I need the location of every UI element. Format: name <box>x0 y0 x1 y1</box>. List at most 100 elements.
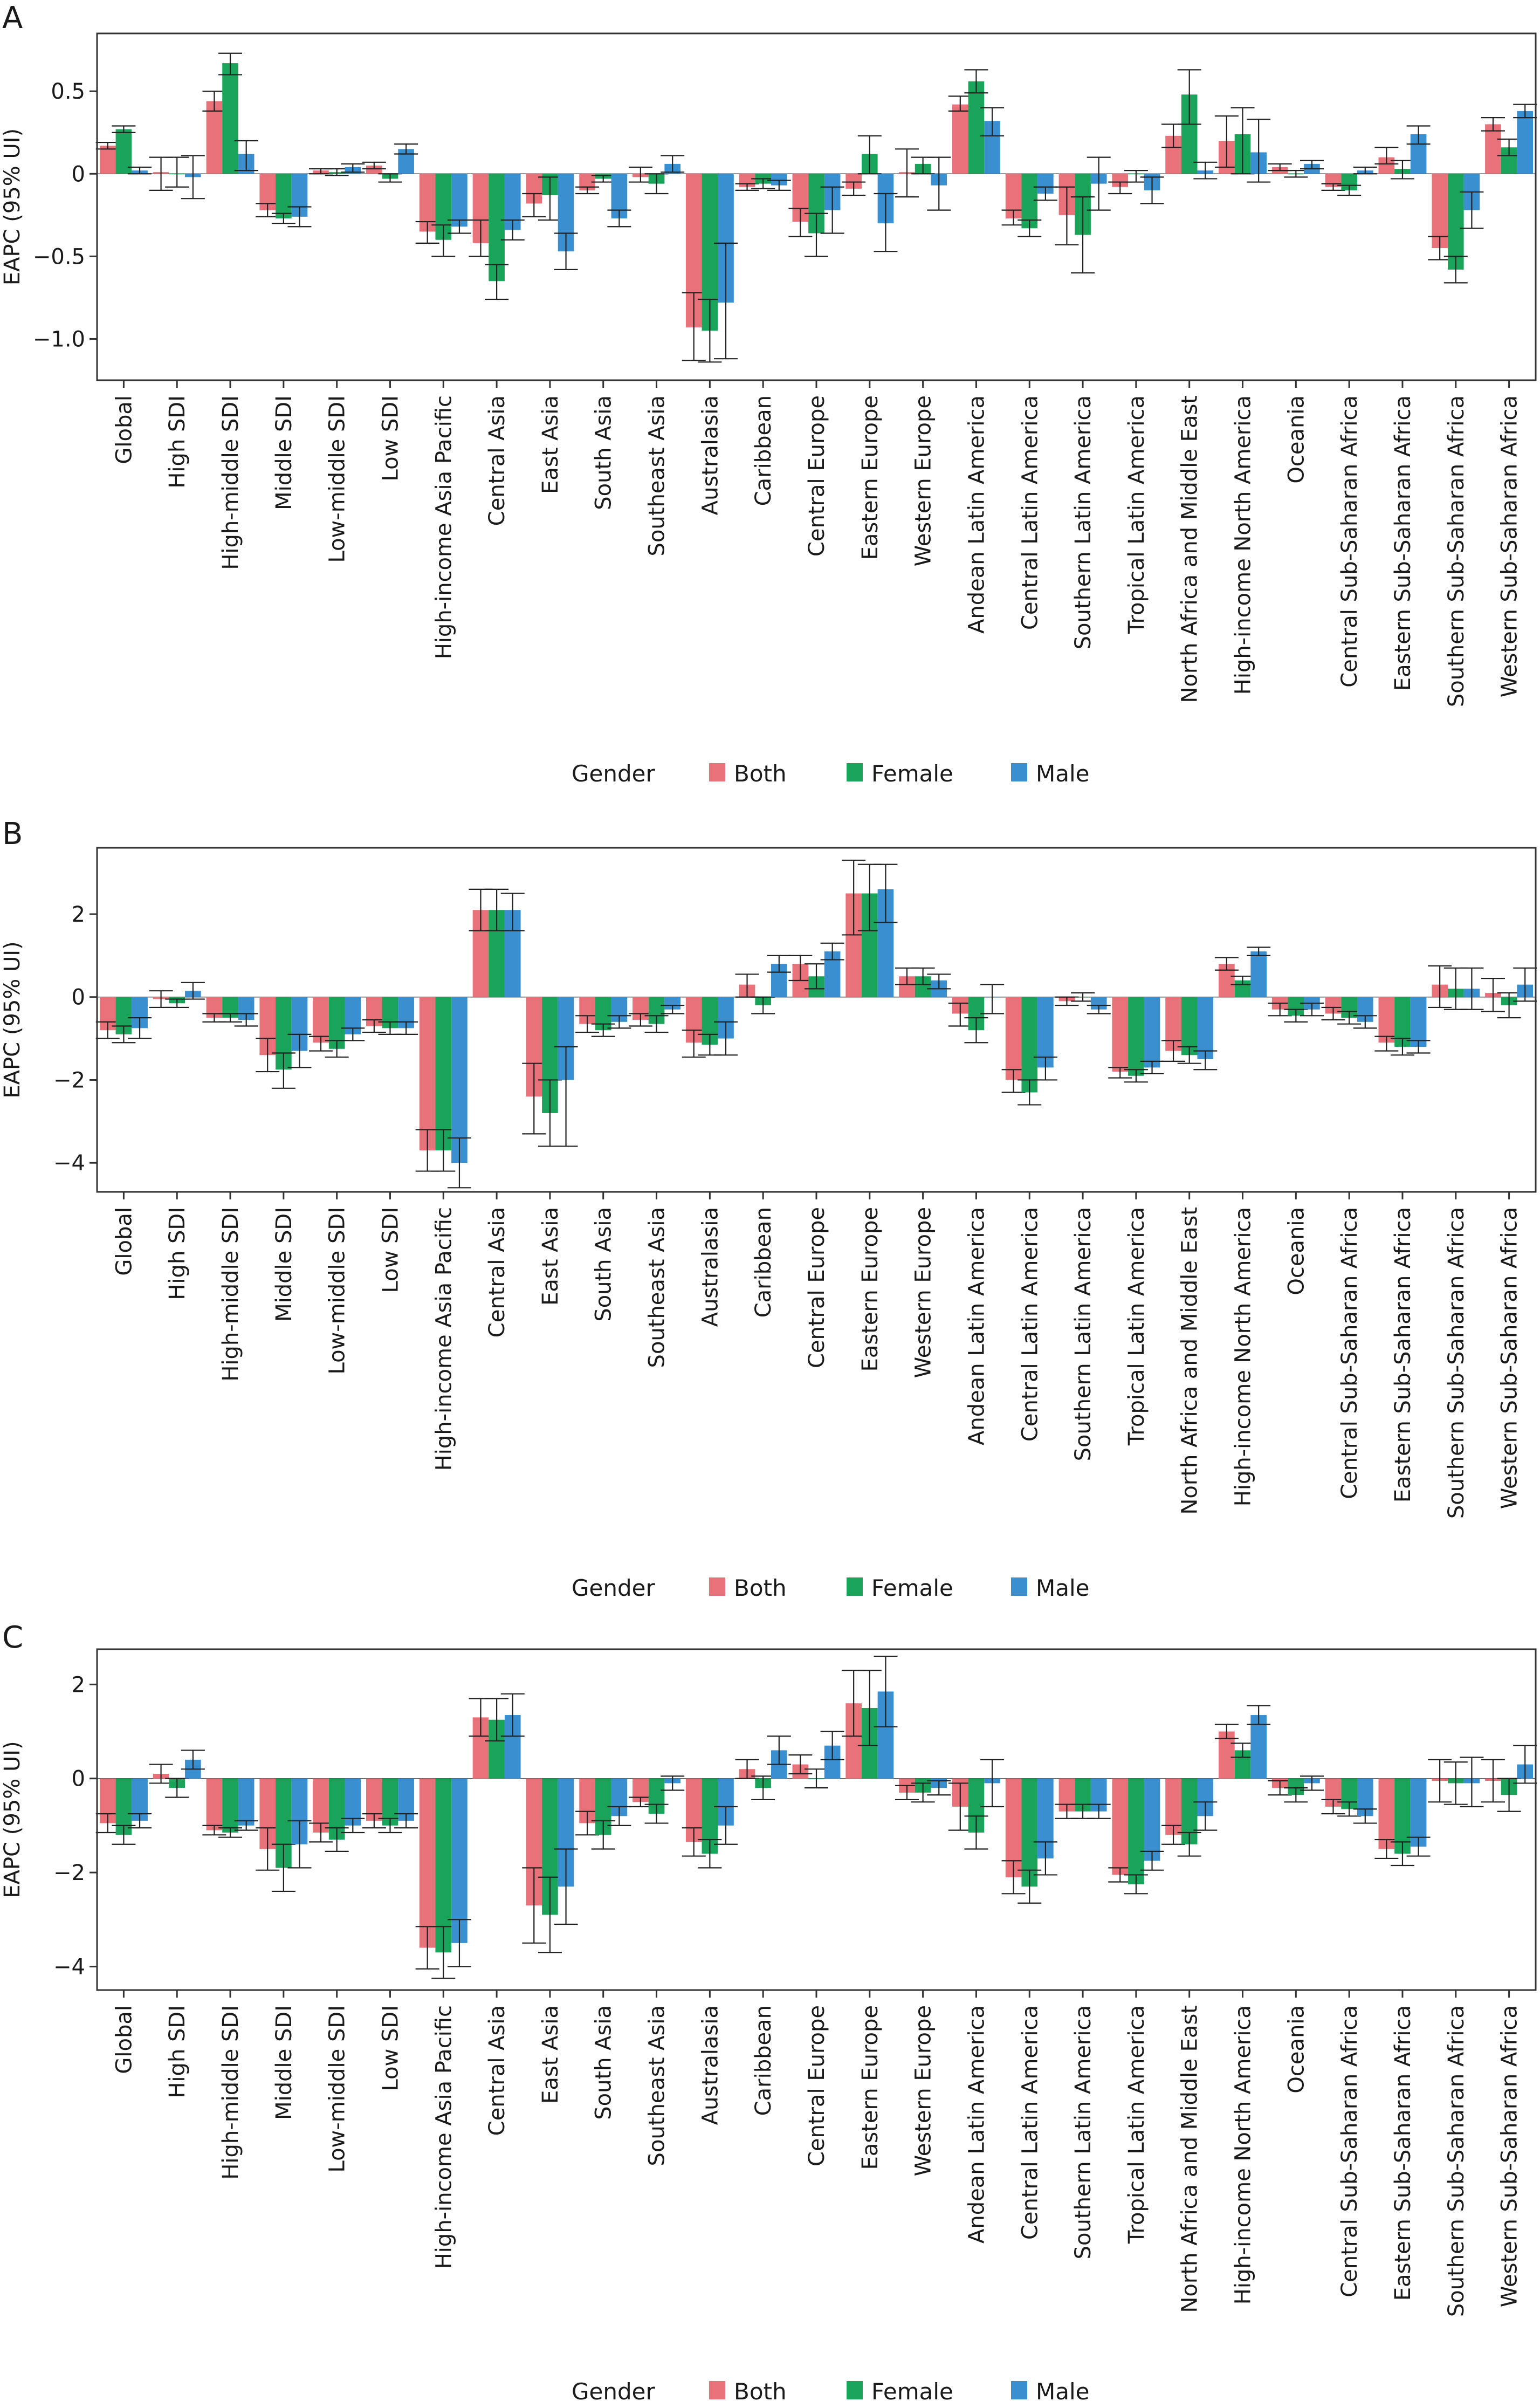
chart-panel-b: B 2 0 −2 −4 EAPC (95% UI) Global High SDI High-m… <box>0 817 1537 1601</box>
bar-male <box>451 997 468 1163</box>
x-tick-label: High-middle SDI <box>218 395 243 570</box>
y-axis-label: EAPC (95% UI) <box>0 128 25 285</box>
legend: Gender Both Female Male <box>572 760 1089 787</box>
bar-both <box>1432 174 1448 249</box>
x-tick-label: Middle SDI <box>272 1207 297 1322</box>
bar-both <box>206 101 223 174</box>
x-tick-label: Low-middle SDI <box>325 1207 350 1375</box>
bar-female <box>382 1778 398 1826</box>
bar-male <box>1037 997 1054 1068</box>
legend-label-female: Female <box>871 1575 953 1601</box>
x-tick-label: Central Sub-Saharan Africa <box>1337 395 1362 688</box>
bar-female <box>1447 174 1464 270</box>
panel-label: B <box>2 817 23 852</box>
bar-both <box>1219 1731 1235 1779</box>
x-tick-label: Low SDI <box>378 395 403 481</box>
y-axis-label: EAPC (95% UI) <box>0 941 25 1098</box>
legend-label-male: Male <box>1036 760 1089 787</box>
legend-swatch-male <box>1011 1577 1027 1596</box>
bar-female <box>435 1778 452 1953</box>
legend-swatch-male <box>1011 2381 1027 2399</box>
x-tick-label: Western Europe <box>911 395 936 566</box>
y-tick-label: 2 <box>72 1672 85 1697</box>
x-tick-label: Southeast Asia <box>645 2005 670 2166</box>
bar-male <box>1144 997 1160 1068</box>
x-tick-label: Eastern Europe <box>858 395 883 560</box>
legend-label-both: Both <box>734 2378 787 2401</box>
x-tick-label: Western Sub-Saharan Africa <box>1497 1207 1522 1509</box>
x-tick-label: Global <box>112 2005 136 2074</box>
bar-female <box>115 129 132 174</box>
x-tick-label: Eastern Europe <box>858 2005 883 2170</box>
x-tick-label: Middle SDI <box>272 395 297 510</box>
bar-male <box>1090 997 1107 1010</box>
x-tick-label: High-middle SDI <box>218 1207 243 1382</box>
legend-swatch-female <box>847 2381 863 2399</box>
bar-both <box>313 997 329 1043</box>
bar-male <box>1410 997 1427 1047</box>
bar-male <box>1250 951 1267 997</box>
x-tick-label: South Asia <box>592 395 616 510</box>
y-tick-label: 0 <box>72 162 85 187</box>
x-tick-label: Central Europe <box>805 2005 829 2166</box>
y-tick-label: −0.5 <box>33 244 85 269</box>
bar-both <box>99 146 116 174</box>
bar-male <box>451 174 468 227</box>
bar-female <box>489 174 505 282</box>
bar-male <box>345 1778 361 1826</box>
y-tick-label: 0.5 <box>51 79 85 104</box>
x-tick-label: Low SDI <box>378 1207 403 1293</box>
bar-male <box>664 997 681 1010</box>
x-tick-label: High-income North America <box>1231 395 1256 695</box>
bar-female <box>1181 997 1198 1055</box>
x-tick-label: Caribbean <box>751 395 776 506</box>
x-tick-label: Caribbean <box>751 1207 776 1318</box>
bar-both <box>1112 1778 1129 1875</box>
bar-female <box>1394 1778 1411 1854</box>
bar-female <box>222 63 238 174</box>
legend-swatch-both <box>709 2381 725 2399</box>
legend-label-female: Female <box>871 760 953 787</box>
x-tick-label: Western Sub-Saharan Africa <box>1497 2005 1522 2307</box>
bar-male <box>1410 1778 1427 1847</box>
panel-label: C <box>2 1620 23 1655</box>
x-tick-label: Central Sub-Saharan Africa <box>1337 2005 1362 2297</box>
x-tick-label: Southern Latin America <box>1071 1207 1096 1461</box>
bar-female <box>1128 1778 1144 1884</box>
x-tick-label: North Africa and Middle East <box>1178 2005 1202 2313</box>
x-tick-label: Andean Latin America <box>964 2005 989 2244</box>
x-tick-label: Tropical Latin America <box>1124 2005 1149 2244</box>
legend-title: Gender <box>572 2378 656 2401</box>
x-tick-label: Central Asia <box>485 2005 510 2136</box>
bar-female <box>968 81 985 174</box>
x-tick-label: Oceania <box>1284 2005 1309 2094</box>
x-tick-label: Andean Latin America <box>964 395 989 634</box>
bar-female <box>276 174 292 218</box>
legend-title: Gender <box>572 760 656 787</box>
bar-female <box>435 997 452 1151</box>
x-tick-label: South Asia <box>592 1207 616 1322</box>
bar-both <box>419 1778 436 1948</box>
x-tick-label: High SDI <box>165 1207 190 1300</box>
x-tick-label: Eastern Sub-Saharan Africa <box>1391 1207 1415 1503</box>
y-tick-label: −2 <box>53 1068 85 1093</box>
legend: Gender Both Female Male <box>572 1575 1089 1601</box>
x-tick-label: Western Europe <box>911 1207 936 1378</box>
x-tick-label: Central Europe <box>805 1207 829 1368</box>
legend-label-female: Female <box>871 2378 953 2401</box>
x-tick-label: Southern Sub-Saharan Africa <box>1444 1207 1469 1519</box>
x-tick-label: Southern Latin America <box>1071 395 1096 649</box>
bar-female <box>1128 997 1144 1076</box>
legend-swatch-female <box>847 763 863 781</box>
x-tick-label: Southeast Asia <box>645 1207 670 1368</box>
bar-male <box>1144 1778 1160 1861</box>
x-tick-label: East Asia <box>538 2005 563 2104</box>
x-tick-label: High-income Asia Pacific <box>431 395 456 659</box>
y-tick-label: 0 <box>72 1767 85 1792</box>
x-tick-label: Andean Latin America <box>964 1207 989 1445</box>
bar-female <box>1021 1778 1038 1887</box>
x-tick-label: Central Asia <box>485 395 510 526</box>
panel-label: A <box>2 1 23 36</box>
y-axis-label: EAPC (95% UI) <box>0 1741 25 1898</box>
